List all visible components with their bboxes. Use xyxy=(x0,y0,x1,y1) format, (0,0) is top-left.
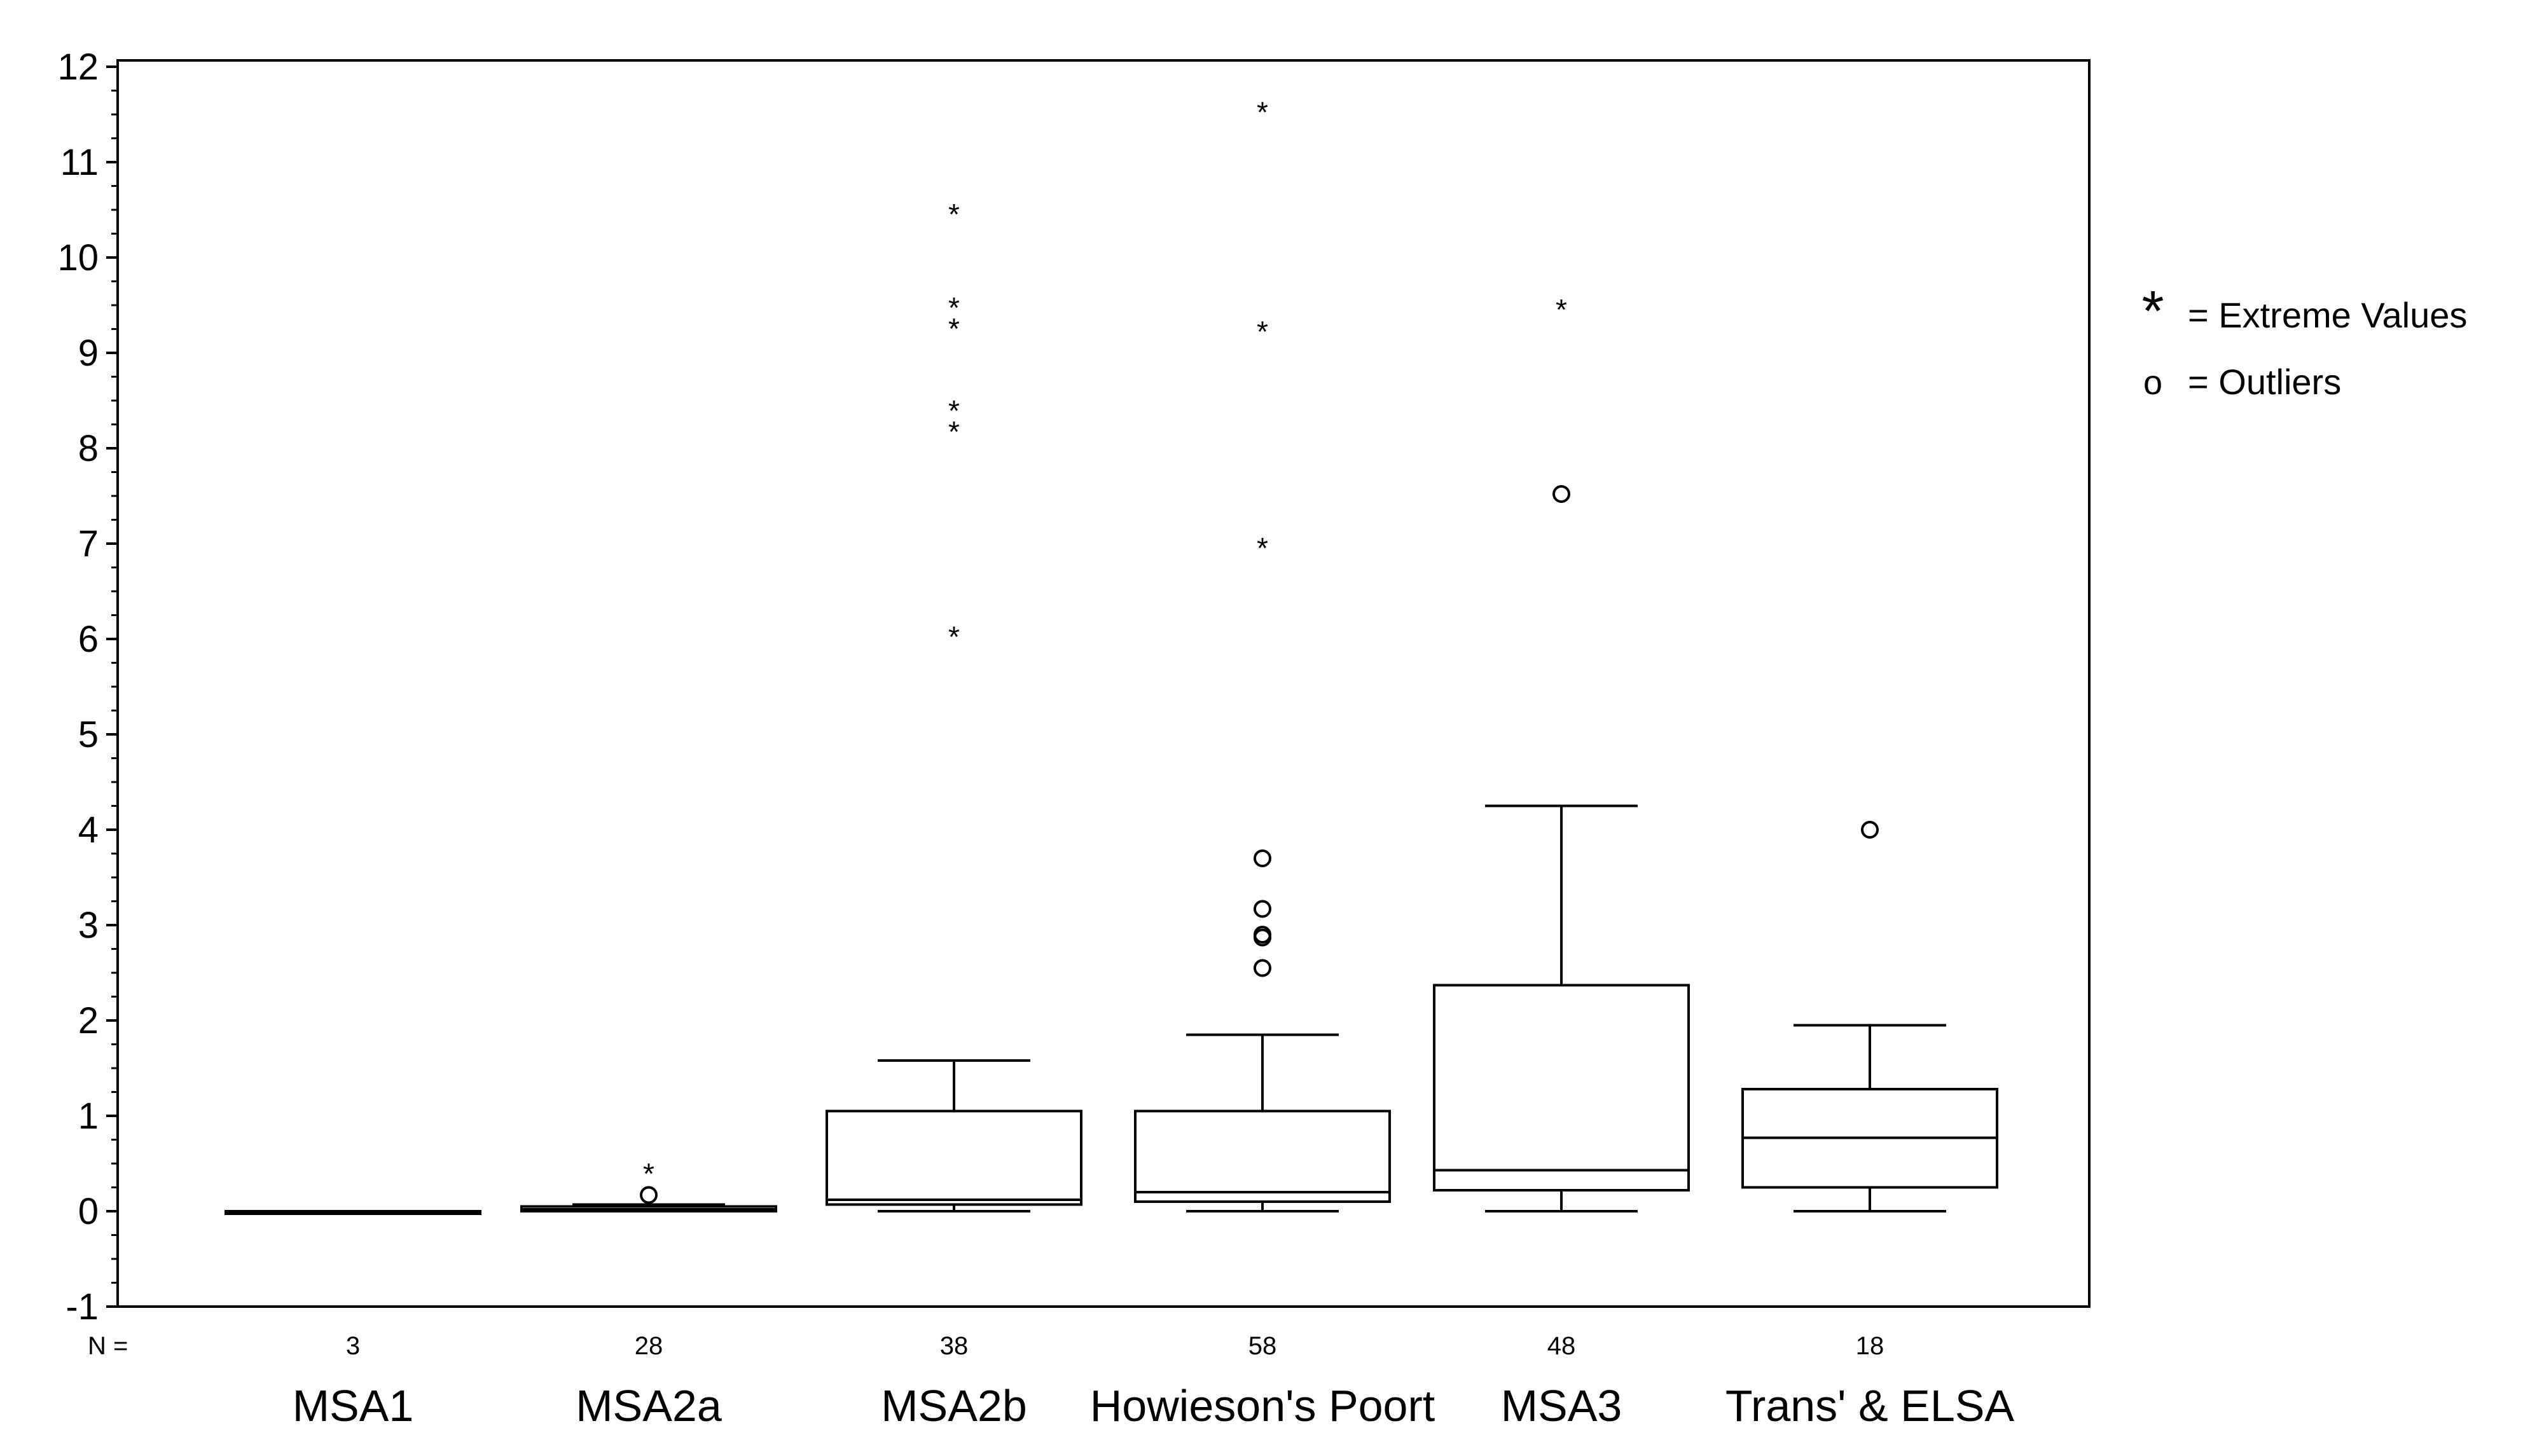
legend: * = Extreme Values o = Outliers xyxy=(2141,280,2467,402)
box-iqr xyxy=(1134,1109,1391,1203)
legend-outlier-symbol: o xyxy=(2143,364,2162,402)
extreme-point: * xyxy=(643,1157,654,1190)
y-tick-label: 0 xyxy=(78,1191,99,1232)
extreme-point: * xyxy=(1257,532,1268,565)
outlier-point xyxy=(1254,959,1271,977)
n-count-label: 48 xyxy=(1547,1332,1576,1360)
n-prefix-label: N = xyxy=(88,1332,128,1360)
y-tick-label: 11 xyxy=(60,142,99,183)
category-label: MSA3 xyxy=(1501,1381,1622,1431)
y-tick-label: 1 xyxy=(78,1095,99,1137)
y-tick-label: 10 xyxy=(57,237,99,278)
box-group: ****** xyxy=(826,198,1082,1212)
legend-extreme-label: = Extreme Values xyxy=(2188,295,2467,335)
y-tick-label: 6 xyxy=(78,619,99,660)
y-tick-label: 4 xyxy=(78,809,99,851)
category-label: MSA1 xyxy=(293,1381,414,1431)
box-iqr xyxy=(826,1109,1082,1206)
extreme-point: * xyxy=(1257,96,1268,129)
category-labels: MSA1 MSA2a MSA2b Howieson's Poort MSA3 Trans'… xyxy=(293,1381,2015,1431)
y-tick-label: 2 xyxy=(78,1000,99,1041)
n-count-label: 3 xyxy=(346,1332,360,1360)
y-tick-label: 3 xyxy=(78,905,99,946)
box-group xyxy=(225,1210,481,1215)
extreme-point: * xyxy=(948,394,960,427)
box-group xyxy=(1741,821,1998,1212)
y-tick-label: -1 xyxy=(66,1286,99,1328)
plot-frame xyxy=(116,59,2091,1308)
extreme-point: * xyxy=(1257,315,1268,348)
y-tick-label: 7 xyxy=(78,523,99,565)
extreme-point: * xyxy=(948,198,960,231)
n-count-label: 58 xyxy=(1248,1332,1277,1360)
extreme-point: * xyxy=(948,312,960,345)
outlier-point xyxy=(1254,926,1271,944)
n-count-label: 18 xyxy=(1856,1332,1884,1360)
n-count-label: 28 xyxy=(635,1332,663,1360)
box-group: * xyxy=(1433,293,1690,1212)
category-label: Trans' & ELSA xyxy=(1725,1381,2015,1431)
y-tick-label: 5 xyxy=(78,714,99,755)
n-count-label: 38 xyxy=(940,1332,969,1360)
y-tick-label: 8 xyxy=(78,428,99,469)
legend-outlier-label: = Outliers xyxy=(2188,362,2341,402)
extreme-point: * xyxy=(948,415,960,448)
outlier-point xyxy=(1254,849,1271,867)
n-count-row: N = 3 28 38 58 48 18 xyxy=(88,1332,1884,1360)
extreme-point: * xyxy=(1556,293,1567,326)
category-label: Howieson's Poort xyxy=(1090,1381,1435,1431)
y-tick-label: 9 xyxy=(78,333,99,374)
box-groups: *********** xyxy=(225,96,1998,1215)
outlier-point xyxy=(1254,900,1271,918)
extreme-point: * xyxy=(948,621,960,654)
box-group: * xyxy=(520,1157,777,1212)
outlier-point xyxy=(640,1186,658,1204)
outlier-point xyxy=(1861,821,1879,839)
box-iqr xyxy=(1433,984,1690,1192)
extreme-point: * xyxy=(948,291,960,324)
outlier-point xyxy=(1552,485,1570,503)
category-label: MSA2a xyxy=(576,1381,722,1431)
y-tick-label: 12 xyxy=(57,46,99,88)
box-group: * * * xyxy=(1134,96,1391,1212)
legend-extreme-symbol: * xyxy=(2141,280,2164,343)
category-label: MSA2b xyxy=(881,1381,1027,1431)
